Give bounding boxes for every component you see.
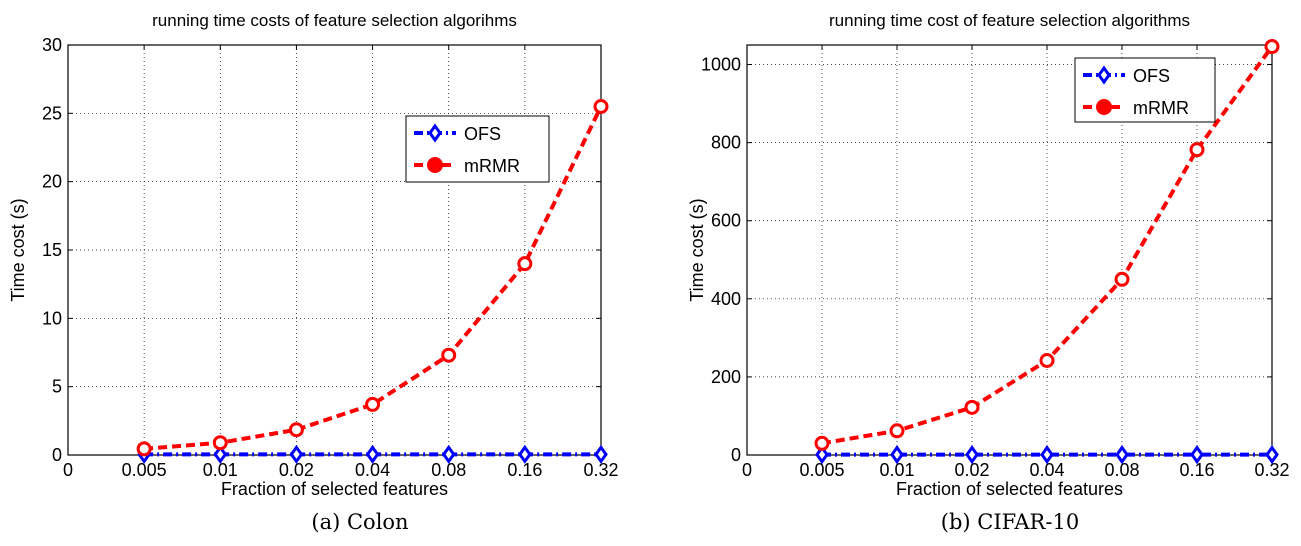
x-axis-label: Fraction of selected features xyxy=(896,479,1123,499)
data-point-mrmr xyxy=(212,435,228,451)
caption-cifar10: (b) CIFAR-10 xyxy=(940,510,1080,534)
y-tick-label: 800 xyxy=(711,133,741,153)
y-tick-label: 0 xyxy=(731,445,741,465)
x-tick-label: 0.005 xyxy=(122,460,167,480)
data-point-ofs xyxy=(965,445,979,465)
data-point-mrmr xyxy=(593,99,609,114)
chart-cifar10: 0 0.005 0.01 0.02 0.04 0.08 0.16 0.32 0 200 400 600… xyxy=(687,11,1290,499)
legend-marker-mrmr xyxy=(427,157,443,173)
x-tick-label: 0.32 xyxy=(583,460,618,480)
data-point-mrmr xyxy=(517,256,533,272)
y-tick-label: 10 xyxy=(42,308,62,328)
x-tick-label: 0.01 xyxy=(879,460,914,480)
data-point-mrmr xyxy=(1039,353,1055,369)
y-tick-label: 0 xyxy=(52,445,62,465)
y-tick-label: 25 xyxy=(42,103,62,123)
x-tick-label: 0.16 xyxy=(1179,460,1214,480)
x-tick-label: 0.02 xyxy=(954,460,989,480)
y-axis-label: Time cost (s) xyxy=(8,198,28,301)
data-point-mrmr xyxy=(814,435,830,451)
data-point-ofs xyxy=(1190,445,1204,465)
legend: OFS mRMR xyxy=(405,115,550,183)
y-tick-label: 5 xyxy=(52,377,62,397)
y-tick-label: 1000 xyxy=(701,55,741,75)
plot-frame xyxy=(67,44,602,456)
x-tick-label: 0 xyxy=(742,460,752,480)
x-tick-label: 0.04 xyxy=(1029,460,1064,480)
x-axis-label: Fraction of selected features xyxy=(221,479,448,499)
y-tick-label: 400 xyxy=(711,289,741,309)
data-point-ofs xyxy=(1040,445,1054,465)
x-tick-label: 0.08 xyxy=(1104,460,1139,480)
y-tick-label: 200 xyxy=(711,367,741,387)
x-tick-label: 0.32 xyxy=(1254,460,1289,480)
x-tick-label: 0.16 xyxy=(507,460,542,480)
chart-colon: 0 0.005 0.01 0.02 0.04 0.08 0.16 0.32 0 5 10 15 20 25… xyxy=(8,11,619,499)
legend-label-mrmr: mRMR xyxy=(464,156,520,176)
data-point-mrmr xyxy=(288,422,304,438)
legend-marker-ofs xyxy=(1097,65,1111,85)
x-tick-label: 0.04 xyxy=(355,460,390,480)
data-point-ofs xyxy=(213,444,228,464)
legend-marker-ofs xyxy=(428,123,442,143)
data-point-ofs xyxy=(594,444,608,464)
chart-title: running time costs of feature selection … xyxy=(152,11,517,30)
y-tick-label: 15 xyxy=(42,240,62,260)
data-point-mrmr xyxy=(441,347,457,363)
legend-label-ofs: OFS xyxy=(1133,66,1170,86)
y-tick-label: 30 xyxy=(42,35,62,55)
data-point-ofs xyxy=(1115,445,1129,465)
data-point-mrmr xyxy=(136,441,152,457)
caption-colon: (a) Colon xyxy=(311,510,409,534)
plot-frame xyxy=(746,44,1273,456)
data-point-ofs xyxy=(1265,445,1279,465)
legend: OFS mRMR xyxy=(1074,57,1216,123)
legend-marker-mrmr xyxy=(1096,99,1112,115)
x-tick-label: 0.02 xyxy=(279,460,314,480)
y-axis-label: Time cost (s) xyxy=(687,198,707,301)
y-tick-label: 20 xyxy=(42,172,62,192)
data-point-mrmr xyxy=(1189,142,1205,158)
data-point-mrmr xyxy=(1264,39,1280,55)
data-point-mrmr xyxy=(889,423,905,439)
data-point-ofs xyxy=(441,444,456,464)
data-point-mrmr xyxy=(365,396,381,412)
data-point-mrmr xyxy=(1114,271,1130,287)
chart-title: running time cost of feature selection a… xyxy=(829,11,1190,30)
legend-label-mrmr: mRMR xyxy=(1133,98,1189,118)
data-point-mrmr xyxy=(964,399,980,415)
data-point-ofs xyxy=(518,444,532,464)
x-tick-label: 0 xyxy=(63,460,73,480)
x-tick-label: 0.005 xyxy=(799,460,844,480)
data-point-ofs xyxy=(289,444,304,464)
legend-label-ofs: OFS xyxy=(464,124,501,144)
x-tick-label: 0.08 xyxy=(431,460,466,480)
data-point-ofs xyxy=(365,444,380,464)
data-point-ofs xyxy=(890,445,904,465)
data-point-ofs xyxy=(815,445,829,465)
x-tick-label: 0.01 xyxy=(203,460,238,480)
y-tick-label: 600 xyxy=(711,211,741,231)
